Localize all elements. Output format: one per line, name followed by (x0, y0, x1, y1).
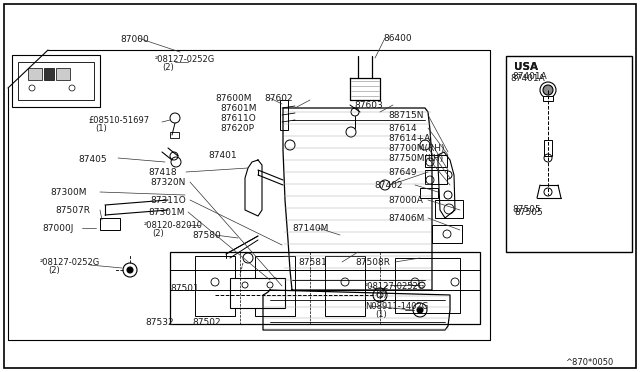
Bar (195, 256, 235, 316)
Circle shape (417, 307, 423, 313)
Bar (425, 155, 447, 167)
Text: 87603: 87603 (354, 101, 383, 110)
Text: 87532: 87532 (145, 318, 173, 327)
Text: 87140M: 87140M (292, 224, 328, 233)
Bar (544, 140, 552, 156)
Text: ²08120-82010: ²08120-82010 (144, 221, 203, 230)
Text: 87601M: 87601M (220, 104, 257, 113)
Bar (435, 200, 463, 218)
Text: 87600M: 87600M (215, 94, 252, 103)
Bar (18, 62, 94, 100)
Text: 87750M(LH): 87750M(LH) (388, 154, 444, 163)
Bar (28, 68, 42, 80)
Text: (1): (1) (375, 310, 387, 319)
Text: 87320N: 87320N (150, 178, 186, 187)
Bar (44, 68, 54, 80)
Text: 87620P: 87620P (220, 124, 254, 133)
Text: ²08127-0252G: ²08127-0252G (40, 258, 100, 267)
Bar (56, 68, 70, 80)
Bar (325, 256, 365, 316)
Bar (425, 170, 447, 184)
Text: 87000A: 87000A (388, 196, 423, 205)
Text: 87402: 87402 (374, 181, 403, 190)
Bar (255, 256, 295, 316)
Text: (2): (2) (162, 63, 173, 72)
Text: 87401A: 87401A (510, 74, 545, 83)
Bar (100, 218, 120, 230)
Text: USA: USA (514, 62, 538, 72)
Text: (2): (2) (152, 229, 164, 238)
Text: 87300M: 87300M (50, 188, 86, 197)
Text: 87000: 87000 (120, 35, 148, 44)
Text: N08911-1402G: N08911-1402G (365, 302, 428, 311)
Text: 87406M: 87406M (388, 214, 424, 223)
Text: £08510-51697: £08510-51697 (88, 116, 149, 125)
Bar (420, 188, 438, 198)
Text: 87580: 87580 (192, 231, 221, 240)
Text: 87649: 87649 (388, 168, 417, 177)
Text: 88715N: 88715N (388, 111, 424, 120)
Text: 87311O: 87311O (150, 196, 186, 205)
Bar (12, 55, 100, 107)
Text: 87700M(RH): 87700M(RH) (388, 144, 445, 153)
Text: 87507R: 87507R (55, 206, 90, 215)
Bar (506, 56, 632, 252)
Text: 87505: 87505 (512, 205, 541, 214)
Text: 87301M: 87301M (148, 208, 184, 217)
Bar (543, 96, 553, 101)
Bar (230, 278, 285, 308)
Text: 87000J: 87000J (42, 224, 74, 233)
Text: (1): (1) (375, 290, 387, 299)
Text: (1): (1) (95, 124, 107, 133)
Text: ²08127-0252G: ²08127-0252G (155, 55, 215, 64)
Text: 87505: 87505 (514, 208, 543, 217)
Text: 87401A: 87401A (512, 72, 547, 81)
Circle shape (543, 85, 553, 95)
Text: 87405: 87405 (78, 155, 107, 164)
Text: 87602: 87602 (264, 94, 292, 103)
Text: 87502: 87502 (192, 318, 221, 327)
Text: ^870*0050: ^870*0050 (565, 358, 613, 367)
Circle shape (127, 267, 133, 273)
Text: 86400: 86400 (383, 34, 412, 43)
Bar (280, 100, 288, 130)
Text: 87401: 87401 (208, 151, 237, 160)
Text: 87508R: 87508R (355, 258, 390, 267)
Text: 87581: 87581 (298, 258, 327, 267)
Bar (432, 225, 462, 243)
Text: 87611O: 87611O (220, 114, 256, 123)
Text: 87614: 87614 (388, 124, 417, 133)
Text: ²08127-0252G: ²08127-0252G (365, 282, 425, 291)
Text: (2): (2) (48, 266, 60, 275)
Bar (170, 132, 179, 138)
Text: 87501: 87501 (170, 284, 199, 293)
Text: USA: USA (514, 62, 538, 72)
Text: 87418: 87418 (148, 168, 177, 177)
Bar (395, 258, 460, 313)
Text: 87614+A: 87614+A (388, 134, 430, 143)
Bar (170, 252, 480, 324)
